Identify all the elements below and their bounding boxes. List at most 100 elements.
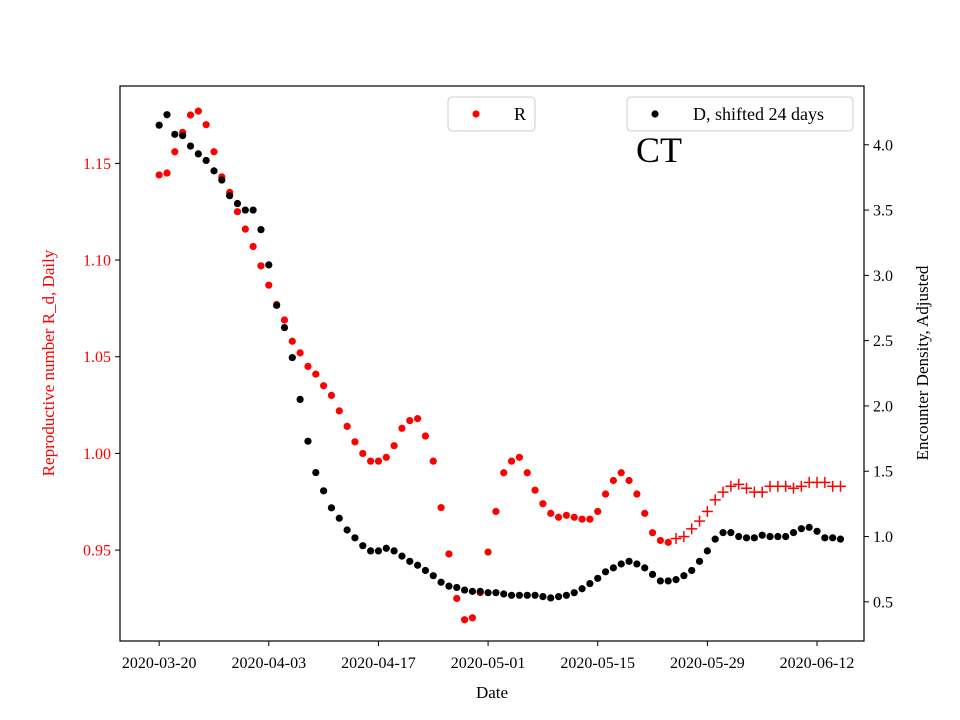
r-plus-point [717, 486, 729, 498]
r-point [304, 362, 312, 371]
d-point [680, 572, 688, 580]
right-tick-label: 0.5 [873, 594, 893, 611]
d-point [695, 557, 704, 565]
plot-marks [155, 107, 847, 624]
right-axis-label: Encounter Density, Adjusted [913, 265, 932, 460]
r-point [570, 513, 578, 521]
left-tick-label: 1.15 [83, 156, 111, 173]
d-point [273, 301, 281, 309]
r-point [633, 490, 641, 498]
r-point [507, 457, 516, 465]
right-tick-label: 3.0 [873, 268, 893, 285]
r-point [382, 453, 390, 461]
r-point [515, 453, 524, 461]
d-point [468, 587, 477, 595]
legend-d-label: D, shifted 24 days [693, 104, 824, 124]
x-tick-label: 2020-05-01 [451, 655, 526, 672]
d-point [742, 534, 751, 542]
left-tick-label: 1.10 [83, 253, 111, 270]
plot-frame [119, 85, 865, 642]
d-point [507, 591, 516, 599]
d-point [265, 261, 273, 269]
r-plus-point [756, 486, 768, 498]
r-point [249, 242, 257, 251]
r-point [320, 382, 328, 390]
r-point [280, 316, 289, 324]
d-point [374, 547, 383, 555]
r-plus-point [835, 480, 847, 492]
r-point [414, 415, 422, 423]
d-point [617, 560, 625, 568]
d-point [304, 437, 312, 445]
r-plus-point [701, 505, 713, 517]
d-point [539, 593, 547, 601]
d-point [249, 206, 257, 214]
r-point [406, 416, 414, 425]
r-point [656, 536, 664, 545]
r-point [351, 438, 359, 446]
d-point [257, 226, 265, 234]
d-point [155, 121, 163, 129]
d-point [570, 589, 578, 597]
d-point [335, 514, 343, 522]
d-point [194, 150, 202, 158]
d-point [688, 566, 696, 575]
d-point [829, 534, 837, 542]
r-point [523, 469, 531, 477]
d-point [226, 192, 234, 200]
legend-d: D, shifted 24 days [626, 96, 854, 132]
d-point [750, 534, 758, 542]
x-tick-label: 2020-04-03 [231, 655, 306, 672]
left-axis-label: Reproductive number R_d, Daily [39, 249, 58, 476]
d-point [367, 547, 375, 555]
x-axis: 2020-03-20 2020-04-03 2020-04-17 2020-05-01… [122, 641, 855, 672]
d-point [836, 535, 845, 543]
d-point [429, 572, 437, 580]
x-tick-label: 2020-05-29 [670, 655, 745, 672]
r-plus-point [725, 480, 737, 492]
d-point [382, 544, 390, 552]
r-point [554, 513, 563, 521]
r-point [296, 349, 304, 357]
d-point [312, 468, 320, 477]
r-plus-point [694, 515, 706, 527]
d-point [594, 574, 602, 582]
d-point [390, 547, 398, 555]
d-point [515, 591, 524, 599]
r-point [664, 538, 672, 546]
right-tick-label: 2.0 [873, 398, 893, 415]
x-tick-label: 2020-03-20 [122, 655, 197, 672]
r-point [202, 121, 210, 129]
d-point [296, 395, 304, 404]
d-point [398, 552, 406, 560]
d-point [414, 561, 422, 569]
d-point [601, 568, 610, 576]
r-point [390, 442, 398, 450]
d-point [453, 583, 461, 592]
r-point [492, 507, 500, 516]
r-point [398, 424, 406, 432]
d-point [735, 532, 743, 541]
d-point [202, 156, 210, 165]
d-point [703, 547, 711, 555]
d-point [782, 532, 790, 541]
d-point [766, 532, 774, 541]
x-tick-label: 2020-05-15 [560, 655, 635, 672]
r-point [609, 476, 617, 485]
r-point [445, 550, 453, 558]
d-point [320, 487, 328, 495]
state-annotation: CT [636, 130, 682, 170]
r-point [484, 548, 492, 556]
x-tick-label: 2020-06-12 [780, 655, 855, 672]
d-point [484, 589, 492, 597]
d-point [233, 199, 242, 208]
right-tick-label: 2.5 [873, 333, 893, 350]
r-point [171, 148, 179, 156]
r-point [186, 111, 195, 119]
legend-d-box [626, 96, 854, 132]
r-point [327, 391, 336, 400]
r-plus-point [819, 476, 831, 488]
r-point [601, 490, 610, 498]
d-point [758, 531, 766, 539]
